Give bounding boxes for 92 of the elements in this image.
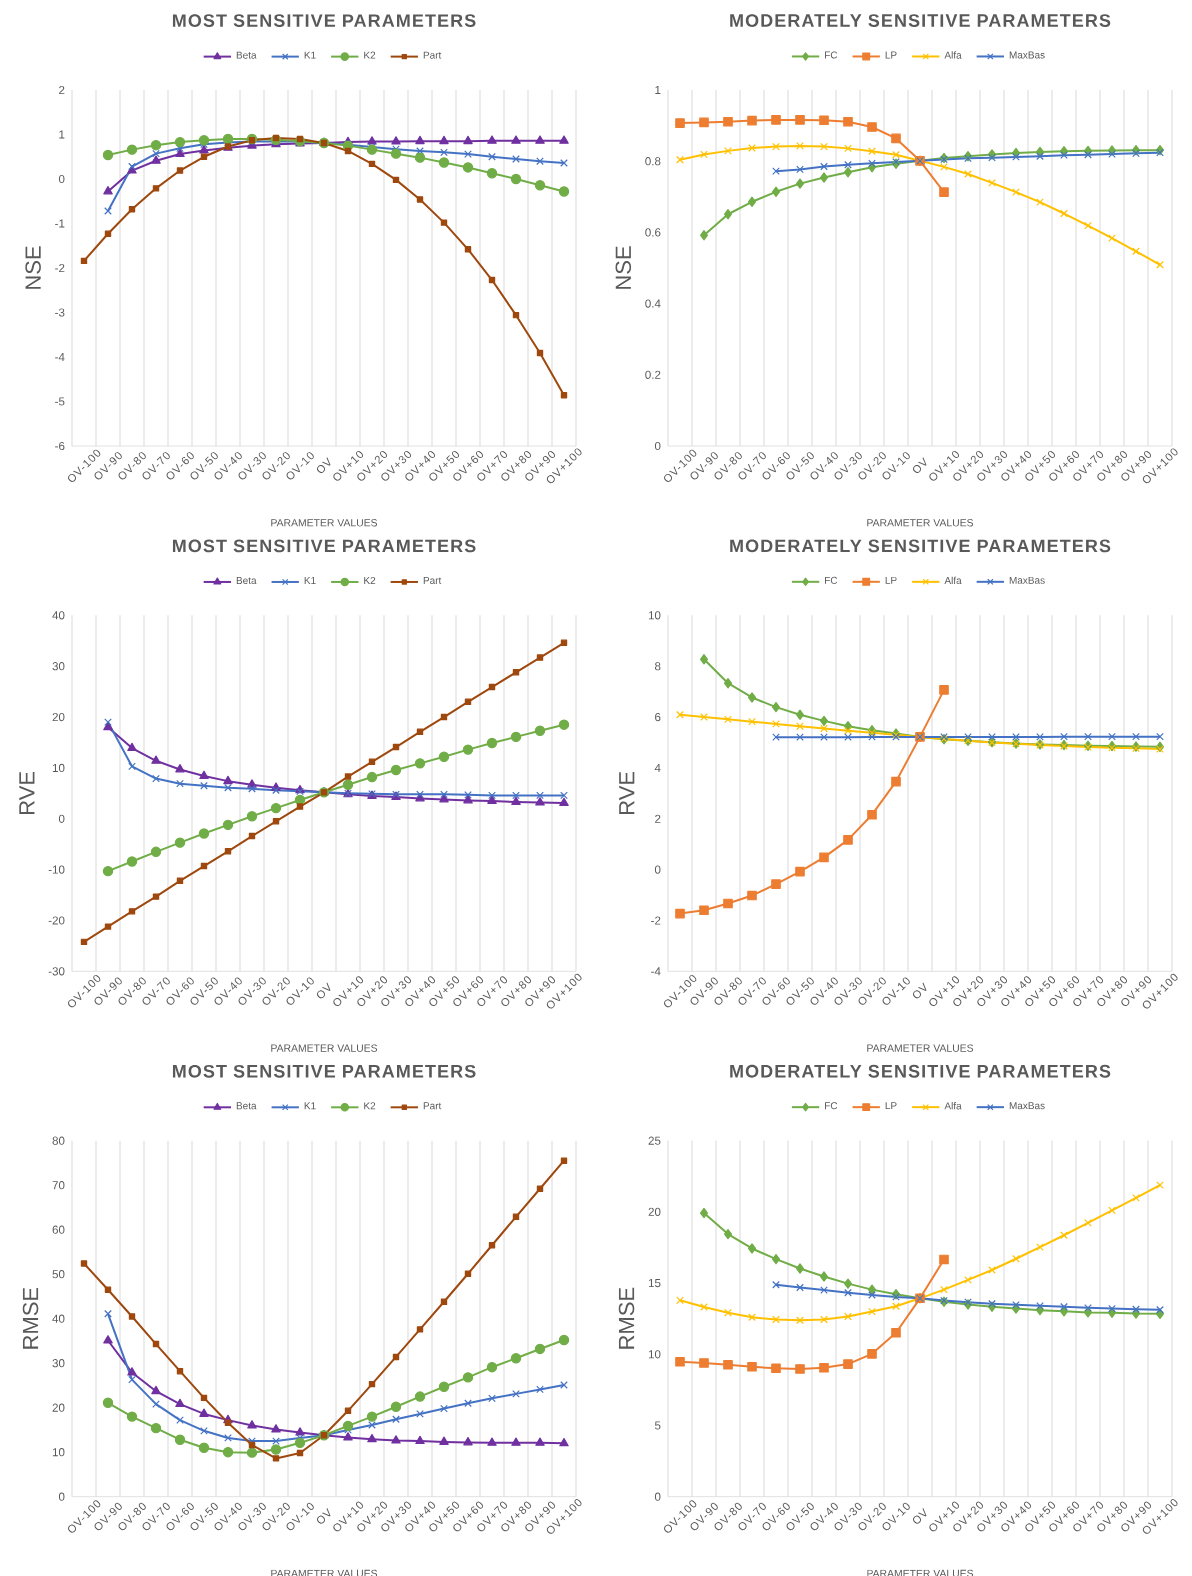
x-tick-label: OV bbox=[912, 1507, 927, 1524]
x-axis-title: PARAMETER VALUES bbox=[867, 1044, 974, 1052]
y-tick-label: 40 bbox=[52, 1314, 65, 1323]
y-tick-label: 6 bbox=[655, 712, 661, 722]
y-tick-label: 40 bbox=[52, 611, 65, 620]
chart-title: MODERATELY SENSITIVE PARAMETERS bbox=[730, 1064, 1111, 1078]
legend-label: Part bbox=[423, 577, 442, 584]
legend-label: FC bbox=[825, 1102, 838, 1110]
y-tick-label: 0 bbox=[58, 174, 65, 184]
y-tick-label: 0 bbox=[654, 441, 661, 451]
y-tick-label: 80 bbox=[52, 1136, 65, 1145]
legend-label: Beta bbox=[236, 577, 257, 584]
y-tick-label: -20 bbox=[48, 916, 65, 925]
y-tick-label: 20 bbox=[648, 1207, 661, 1216]
y-tick-label: 0.2 bbox=[645, 370, 661, 379]
y-tick-label: 10 bbox=[52, 1448, 65, 1457]
y-tick-label: 0 bbox=[58, 814, 65, 823]
legend-label: Alfa bbox=[944, 51, 962, 59]
legend-label: LP bbox=[885, 576, 897, 584]
legend-label: MaxBas bbox=[1009, 576, 1045, 584]
y-tick-label: 8 bbox=[654, 662, 661, 671]
y-tick-label: 10 bbox=[648, 1350, 661, 1359]
legend-label: FC bbox=[825, 576, 838, 584]
y-axis-title: RVE bbox=[19, 771, 35, 814]
y-tick-label: 4 bbox=[654, 763, 661, 772]
y-tick-label: -6 bbox=[55, 441, 65, 451]
legend-label: MaxBas bbox=[1009, 51, 1045, 59]
y-tick-label: -2 bbox=[651, 916, 661, 925]
y-tick-label: 15 bbox=[648, 1279, 661, 1288]
legend-label: MaxBas bbox=[1009, 1102, 1045, 1110]
y-tick-label: -3 bbox=[55, 308, 65, 317]
legend-label: Part bbox=[423, 1102, 442, 1110]
y-tick-label: 2 bbox=[655, 814, 661, 823]
chart-title: MOST SENSITIVE PARAMETERS bbox=[172, 14, 476, 27]
y-axis-title: NSE bbox=[615, 246, 632, 289]
y-tick-label: -30 bbox=[48, 967, 65, 976]
legend-label: K2 bbox=[364, 576, 376, 584]
chart-title: MODERATELY SENSITIVE PARAMETERS bbox=[730, 14, 1111, 27]
y-tick-label: -2 bbox=[55, 263, 65, 273]
y-tick-label: 10 bbox=[648, 611, 661, 620]
legend-label: Alfa bbox=[944, 576, 962, 585]
y-axis-title: RMSE bbox=[22, 1287, 39, 1349]
y-tick-label: 30 bbox=[52, 1359, 65, 1368]
legend-label: K1 bbox=[304, 577, 316, 584]
x-axis-title: PARAMETER VALUES bbox=[271, 519, 378, 527]
y-tick-label: 1 bbox=[59, 130, 65, 139]
legend-label: K2 bbox=[364, 1102, 376, 1110]
y-tick-label: -4 bbox=[651, 967, 661, 976]
chart-title: MODERATELY SENSITIVE PARAMETERS bbox=[730, 539, 1111, 553]
y-tick-label: 5 bbox=[654, 1421, 661, 1430]
y-tick-label: 0.8 bbox=[645, 157, 661, 166]
x-tick-label: OV bbox=[316, 982, 331, 999]
y-tick-label: 60 bbox=[52, 1225, 65, 1234]
y-tick-label: -1 bbox=[55, 219, 65, 228]
y-axis-title: RVE bbox=[619, 771, 635, 814]
y-tick-label: 0.6 bbox=[645, 228, 661, 237]
legend-label: Alfa bbox=[944, 1102, 962, 1110]
legend-label: K2 bbox=[364, 51, 376, 59]
y-tick-label: 2 bbox=[59, 85, 65, 95]
y-tick-label: -10 bbox=[48, 865, 65, 874]
y-axis-title: NSE bbox=[25, 246, 41, 289]
x-axis-title: PARAMETER VALUES bbox=[271, 1044, 378, 1052]
legend-label: LP bbox=[885, 51, 897, 59]
y-tick-label: -4 bbox=[55, 352, 65, 361]
x-tick-label: OV bbox=[316, 1507, 331, 1524]
y-tick-label: 0 bbox=[654, 865, 661, 874]
y-tick-label: 0 bbox=[654, 1492, 661, 1501]
y-tick-label: 0 bbox=[58, 1492, 65, 1501]
y-tick-label: -5 bbox=[55, 397, 65, 406]
y-tick-label: 70 bbox=[52, 1181, 65, 1190]
y-tick-label: 25 bbox=[648, 1136, 661, 1145]
legend-label: K1 bbox=[304, 51, 316, 59]
x-tick-label: OV bbox=[912, 457, 927, 473]
legend-label: Part bbox=[423, 51, 442, 59]
y-tick-label: 20 bbox=[52, 1403, 65, 1412]
x-tick-label: OV bbox=[316, 457, 331, 473]
legend-label: K1 bbox=[304, 1102, 316, 1110]
y-tick-label: 1 bbox=[655, 85, 661, 94]
y-axis-title: RMSE bbox=[618, 1287, 635, 1349]
chart-title: MOST SENSITIVE PARAMETERS bbox=[172, 539, 476, 553]
legend-label: Beta bbox=[236, 51, 257, 59]
y-tick-label: 20 bbox=[52, 712, 65, 722]
legend-label: FC bbox=[825, 51, 838, 59]
y-tick-label: 0.4 bbox=[645, 299, 661, 308]
legend-label: Beta bbox=[236, 1102, 257, 1110]
y-tick-label: 50 bbox=[52, 1270, 65, 1279]
y-tick-label: 30 bbox=[52, 662, 65, 671]
y-tick-label: 10 bbox=[52, 763, 65, 773]
x-tick-label: OV bbox=[912, 982, 927, 999]
chart-title: MOST SENSITIVE PARAMETERS bbox=[172, 1064, 476, 1078]
x-axis-title: PARAMETER VALUES bbox=[867, 519, 974, 527]
legend-label: LP bbox=[885, 1102, 897, 1110]
